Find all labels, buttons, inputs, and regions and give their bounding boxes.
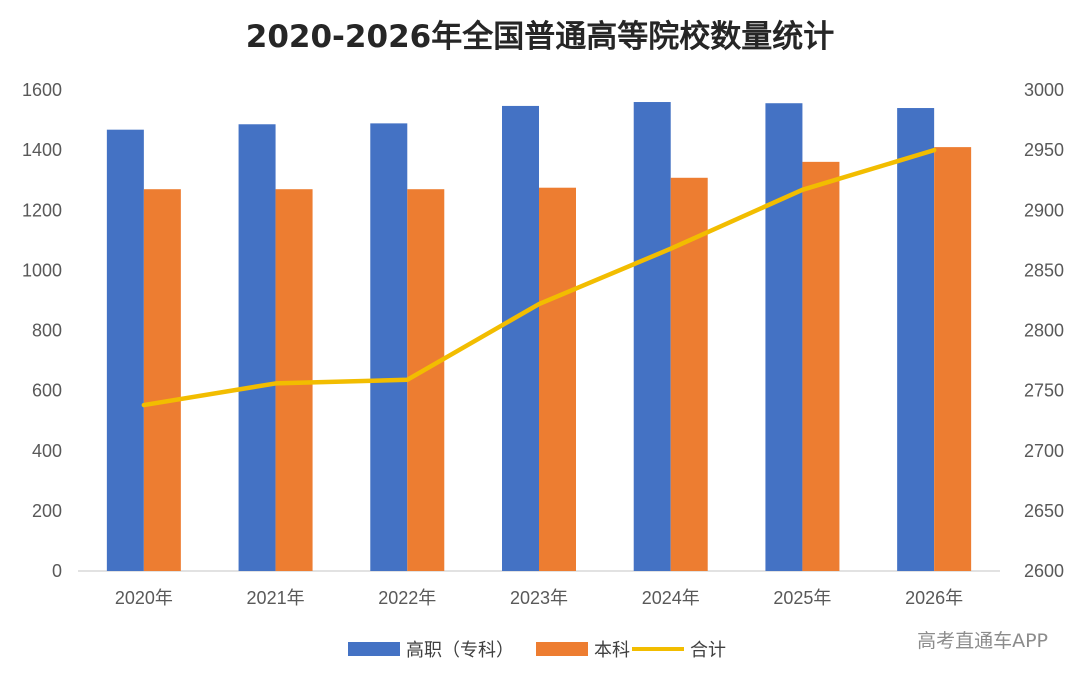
bar-undergraduate: [802, 161, 840, 572]
left-tick-label: 200: [32, 501, 62, 521]
category-label: 2024年: [642, 588, 700, 608]
bar-vocational: [633, 102, 671, 572]
category-label: 2025年: [773, 588, 831, 608]
legend-swatch-vocational: [348, 642, 400, 656]
left-tick-label: 1000: [22, 260, 62, 280]
left-axis: 0 200 400 600 800 1000 1200 1400 1600: [22, 80, 62, 581]
bar-vocational: [897, 108, 935, 571]
category-label: 2021年: [247, 588, 305, 608]
right-tick-label: 2600: [1024, 561, 1064, 581]
bars: [106, 102, 972, 572]
bar-undergraduate: [539, 187, 576, 571]
total-line: [141, 147, 937, 408]
category-label: 2023年: [510, 588, 568, 608]
legend-label-undergraduate: 本科: [594, 640, 630, 660]
category-label: 2022年: [378, 588, 436, 608]
bar-vocational: [765, 103, 803, 571]
bar-undergraduate: [143, 189, 181, 572]
left-tick-label: 800: [32, 321, 62, 341]
left-tick-label: 1200: [22, 200, 62, 220]
bar-vocational: [238, 124, 276, 572]
bar-undergraduate: [934, 147, 972, 571]
bar-undergraduate: [407, 189, 445, 572]
bar-vocational: [106, 129, 144, 571]
left-tick-label: 400: [32, 441, 62, 461]
right-tick-label: 2750: [1024, 381, 1064, 401]
right-tick-label: 3000: [1024, 80, 1064, 100]
left-tick-label: 0: [52, 561, 62, 581]
bar-vocational: [370, 123, 408, 571]
right-tick-label: 2850: [1024, 260, 1064, 280]
category-label: 2026年: [905, 588, 963, 608]
legend-swatch-undergraduate: [536, 642, 588, 656]
watermark: 高考直通车APP: [917, 630, 1048, 652]
bar-undergraduate: [670, 177, 708, 571]
legend-label-total: 合计: [690, 640, 726, 660]
right-tick-label: 2900: [1024, 200, 1064, 220]
right-axis: 2600 2650 2700 2750 2800 2850 2900 2950 3000: [1024, 80, 1064, 581]
left-tick-label: 600: [32, 381, 62, 401]
right-tick-label: 2800: [1024, 321, 1064, 341]
bar-vocational: [502, 105, 539, 571]
legend: 高职（专科） 本科 合计: [348, 640, 726, 660]
category-label: 2020年: [115, 588, 173, 608]
total-line-path: [141, 147, 937, 408]
right-tick-label: 2700: [1024, 441, 1064, 461]
left-tick-label: 1600: [22, 80, 62, 100]
right-tick-label: 2950: [1024, 140, 1064, 160]
category-labels: 2020年 2021年 2022年 2023年 2024年 2025年 2026年: [115, 588, 963, 608]
legend-label-vocational: 高职（专科）: [406, 640, 514, 660]
chart-title: 2020-2026年全国普通高等院校数量统计: [246, 19, 834, 55]
right-tick-label: 2650: [1024, 501, 1064, 521]
bar-undergraduate: [275, 189, 313, 572]
left-tick-label: 1400: [22, 140, 62, 160]
